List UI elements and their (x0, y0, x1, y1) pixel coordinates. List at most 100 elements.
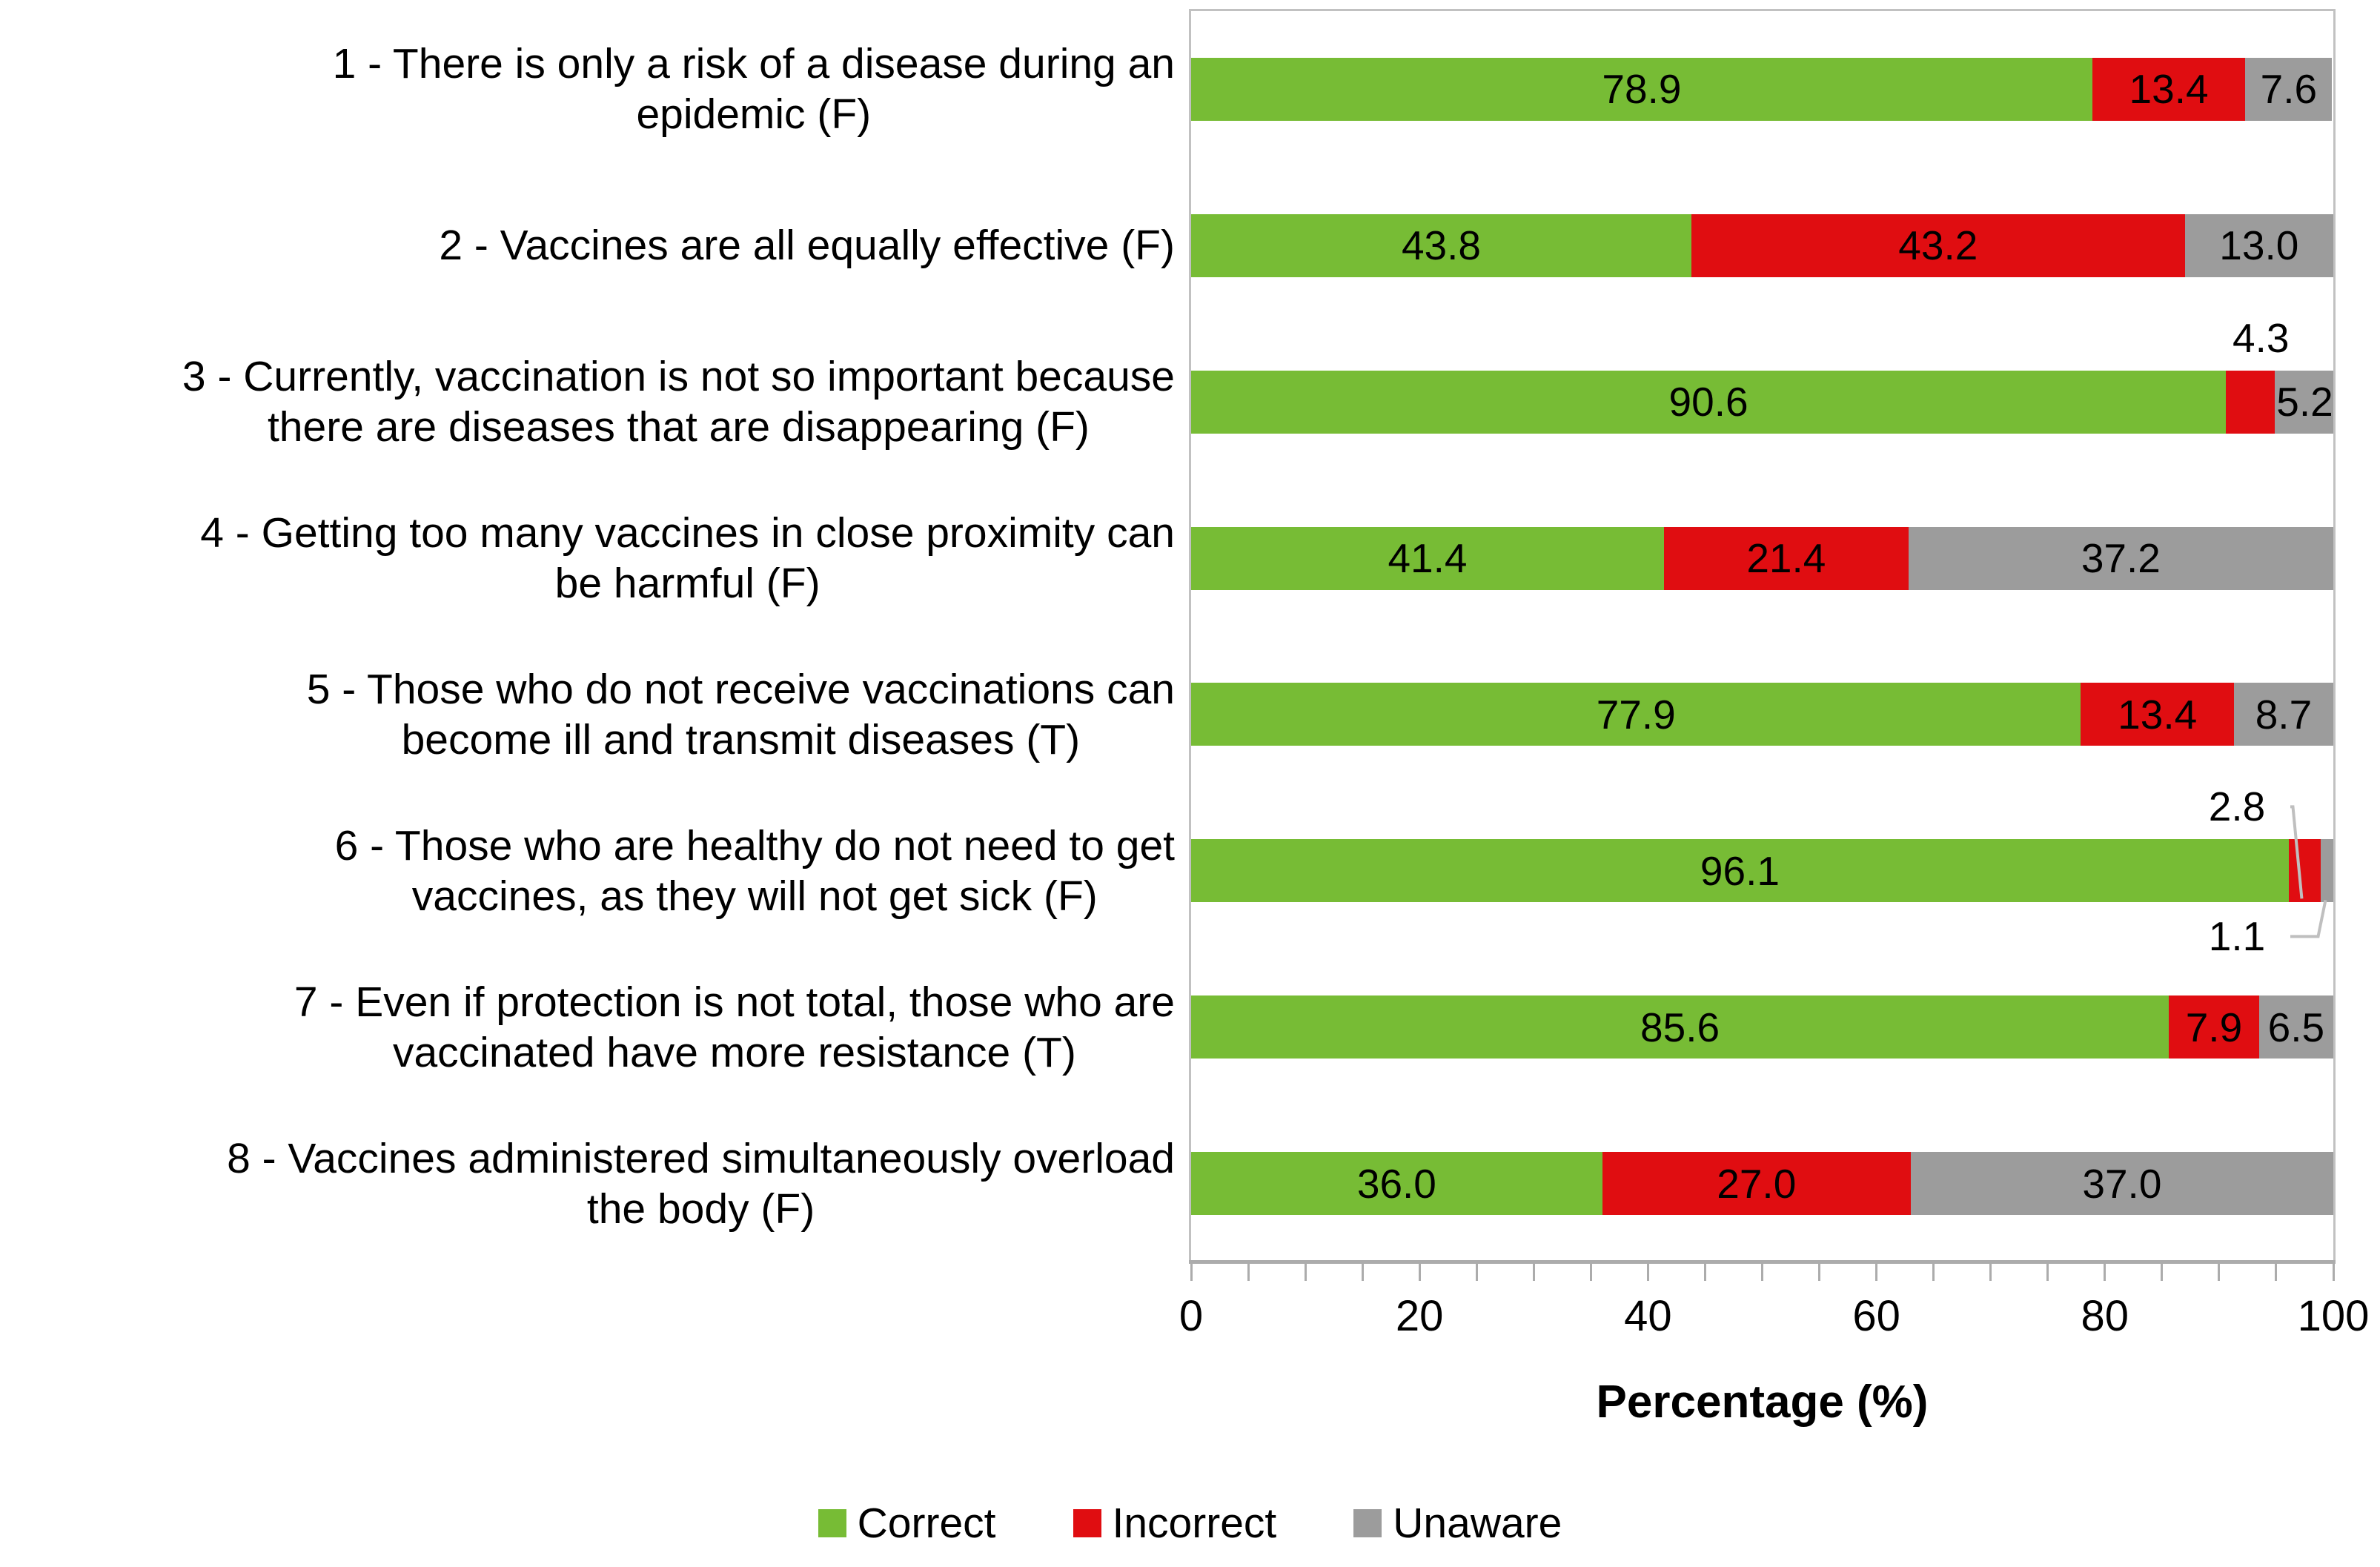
bar-row: 85.6 7.9 6.5 (1191, 995, 2333, 1059)
data-label: 13.4 (2129, 66, 2209, 113)
x-axis-tick (1989, 1264, 1992, 1281)
bar-segment-correct: 90.6 (1191, 370, 2227, 434)
x-axis-tick (1361, 1264, 1364, 1281)
bar-segment-unaware: 7.6 (2245, 57, 2333, 121)
bar-segment-incorrect: 21.4 (1663, 526, 1909, 590)
plot-area: 78.9 13.4 7.6 43.8 43.2 13.0 90.6 5.2 41.4 21.4 37… (1189, 9, 2336, 1264)
x-axis-tick-label: 20 (1395, 1292, 1444, 1340)
legend-swatch-correct (818, 1509, 846, 1537)
bar-segment-incorrect: 27.0 (1602, 1152, 1911, 1216)
bar-segment-incorrect: 7.9 (2169, 995, 2259, 1059)
data-label: 13.0 (2219, 222, 2299, 269)
legend-label: Incorrect (1112, 1500, 1277, 1547)
bar-segment-incorrect (2226, 370, 2275, 434)
bar-segment-correct: 77.9 (1191, 683, 2081, 746)
bar-segment-correct: 41.4 (1191, 526, 1664, 590)
bar-segment-incorrect: 13.4 (2092, 57, 2246, 121)
category-label: 8 - Vaccines administered simultaneously… (227, 1134, 1175, 1233)
x-axis-tick (1646, 1264, 1649, 1281)
data-label: 7.6 (2260, 66, 2318, 113)
category-label: 6 - Those who are healthy do not need to… (334, 821, 1175, 920)
data-label: 1.1 (2208, 913, 2266, 960)
bar-segment-unaware (2321, 839, 2333, 903)
data-label: 13.4 (2118, 691, 2198, 738)
data-label: 4.3 (2233, 314, 2290, 361)
bar-segment-incorrect (2288, 839, 2321, 903)
x-axis-tick (2161, 1264, 2164, 1281)
data-label: 37.0 (2082, 1160, 2162, 1207)
bar-segment-incorrect: 43.2 (1691, 213, 2185, 277)
legend-item-incorrect: Incorrect (1073, 1499, 1277, 1548)
x-axis-tick-label: 40 (1624, 1292, 1672, 1340)
x-axis-tick (2275, 1264, 2278, 1281)
x-axis-tick (1818, 1264, 1821, 1281)
x-axis-tick-label: 80 (2081, 1292, 2129, 1340)
x-axis-tick (2046, 1264, 2049, 1281)
bar-segment-correct: 96.1 (1191, 839, 2289, 903)
x-axis-tick (1418, 1264, 1421, 1281)
bar-segment-incorrect: 13.4 (2081, 683, 2234, 746)
callout-leader-lines (2290, 805, 2327, 938)
x-axis-tick-label: 60 (1852, 1292, 1900, 1340)
legend-swatch-unaware (1353, 1509, 1382, 1537)
bar-row: 90.6 5.2 (1191, 370, 2333, 434)
bar-segment-unaware: 37.2 (1908, 526, 2333, 590)
x-axis-tick (2218, 1264, 2221, 1281)
x-axis-tick (1761, 1264, 1763, 1281)
x-axis-tick (1475, 1264, 1478, 1281)
bar-row: 77.9 13.4 8.7 (1191, 683, 2333, 746)
bar-segment-unaware: 5.2 (2275, 370, 2333, 434)
data-label: 8.7 (2255, 691, 2313, 738)
bar-segment-correct: 36.0 (1191, 1152, 1602, 1216)
data-label: 5.2 (2276, 379, 2333, 425)
x-axis-tick (1532, 1264, 1535, 1281)
x-axis-line (1189, 1260, 2336, 1264)
x-axis-title: Percentage (%) (1596, 1376, 1929, 1428)
bar-segment-unaware: 13.0 (2184, 213, 2333, 277)
x-axis-tick (2104, 1264, 2106, 1281)
legend-item-unaware: Unaware (1353, 1499, 1562, 1548)
bar-segment-unaware: 8.7 (2233, 683, 2333, 746)
bar-row: 96.1 (1191, 839, 2333, 903)
data-label: 7.9 (2185, 1004, 2243, 1050)
bar-row: 36.0 27.0 37.0 (1191, 1152, 2333, 1216)
bar-segment-unaware: 37.0 (1910, 1152, 2333, 1216)
data-label: 41.4 (1388, 535, 1468, 582)
data-label: 90.6 (1668, 379, 1748, 425)
data-label: 2.8 (2208, 784, 2266, 830)
x-axis-tick (2332, 1264, 2335, 1281)
data-label: 6.5 (2267, 1004, 2325, 1050)
leader-line (2290, 899, 2327, 938)
data-label: 43.2 (1898, 222, 1978, 269)
legend-item-correct: Correct (818, 1499, 996, 1548)
data-label: 27.0 (1717, 1160, 1797, 1207)
x-axis-tick (1875, 1264, 1878, 1281)
x-axis-tick (1247, 1264, 1250, 1281)
category-label: 7 - Even if protection is not total, tho… (294, 978, 1175, 1076)
category-label: 1 - There is only a risk of a disease du… (332, 40, 1175, 139)
x-axis-tick (1190, 1264, 1193, 1281)
category-label: 3 - Currently, vaccination is not so imp… (182, 353, 1175, 451)
legend-swatch-incorrect (1073, 1509, 1101, 1537)
data-label: 37.2 (2081, 535, 2161, 582)
bar-row: 41.4 21.4 37.2 (1191, 526, 2333, 590)
bar-row: 78.9 13.4 7.6 (1191, 57, 2333, 121)
bar-segment-correct: 43.8 (1191, 213, 1691, 277)
data-label: 43.8 (1401, 222, 1481, 269)
x-axis-tick-label: 0 (1179, 1292, 1204, 1340)
x-axis-tick-label: 100 (2297, 1292, 2370, 1340)
data-label: 85.6 (1640, 1004, 1720, 1050)
x-axis-tick (1589, 1264, 1592, 1281)
legend-label: Unaware (1393, 1500, 1562, 1547)
bar-row: 43.8 43.2 13.0 (1191, 213, 2333, 277)
x-axis-tick (1703, 1264, 1706, 1281)
data-label: 36.0 (1356, 1160, 1436, 1207)
data-label: 77.9 (1596, 691, 1676, 738)
bar-segment-correct: 78.9 (1191, 57, 2092, 121)
data-label: 78.9 (1602, 66, 1682, 113)
category-label: 2 - Vaccines are all equally effective (… (439, 222, 1175, 270)
bar-segment-unaware: 6.5 (2258, 995, 2333, 1059)
category-label: 5 - Those who do not receive vaccination… (306, 665, 1175, 763)
x-axis-tick (1304, 1264, 1307, 1281)
